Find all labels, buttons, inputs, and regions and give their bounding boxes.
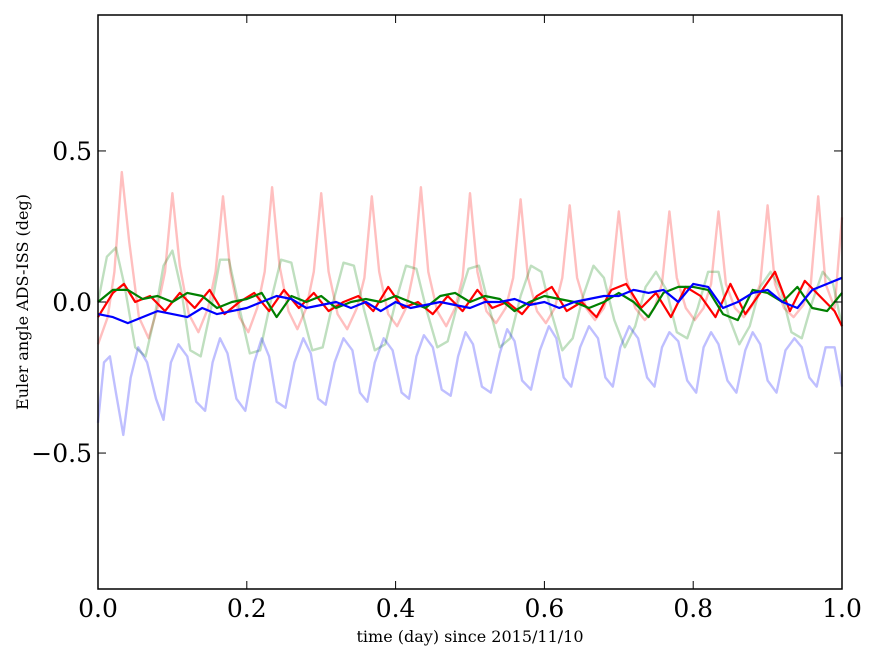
x-axis-label: time (day) since 2015/11/10 [356, 627, 583, 646]
y-tick-label: 0.5 [52, 137, 92, 166]
series-line-4 [97, 270, 843, 327]
series-line-1 [96, 170, 844, 345]
x-tick-label: 0.6 [525, 594, 565, 623]
x-tick-label: 0.2 [227, 594, 267, 623]
series-line-2 [96, 246, 844, 358]
y-tick-label: 0.0 [52, 288, 92, 317]
series-line-5 [97, 285, 843, 322]
y-tick-label: −0.5 [31, 439, 92, 468]
x-tick-label: 0.8 [673, 594, 713, 623]
series-line-3 [96, 325, 844, 437]
plot-frame [97, 14, 843, 590]
x-tick-label: 1.0 [822, 594, 862, 623]
tick-labels: 0.0 0.2 0.4 0.6 0.8 1.0 0.5 0.0 −0.5 [31, 137, 862, 623]
x-tick-label: 0.0 [78, 594, 118, 623]
series-layer [96, 170, 844, 437]
y-axis-label: Euler angle ADS-ISS (deg) [13, 194, 32, 410]
x-tick-label: 0.4 [376, 594, 416, 623]
series-line-6 [97, 276, 843, 325]
